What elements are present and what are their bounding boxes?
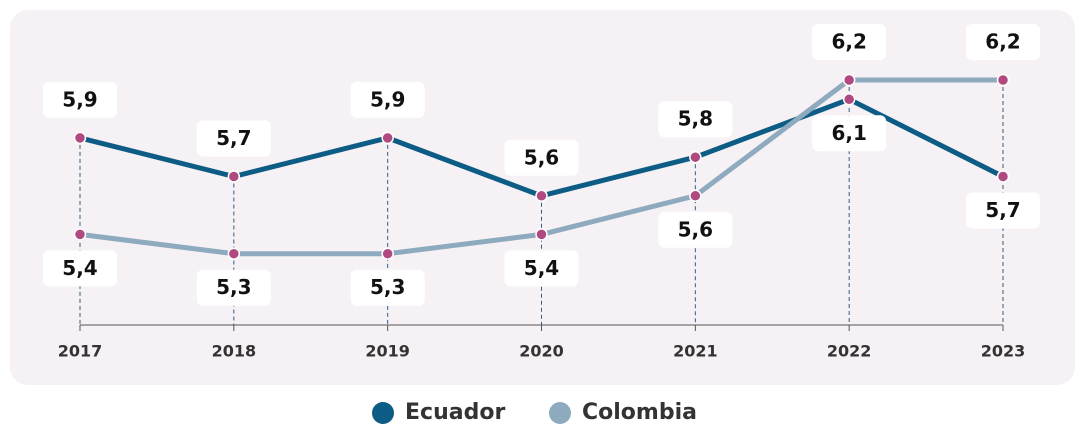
label-box — [658, 211, 733, 248]
label-box — [966, 24, 1040, 60]
data-label: 5,6 — [524, 145, 559, 169]
marker — [227, 247, 241, 260]
label-box — [658, 101, 733, 138]
marker — [381, 131, 394, 145]
data-label: 5,6 — [678, 217, 713, 241]
data-label: 5,7 — [985, 198, 1020, 222]
x-tick-label: 2021 — [673, 342, 718, 361]
legend-label: Colombia — [582, 400, 697, 425]
data-label: 5,4 — [524, 256, 559, 280]
label-box — [504, 139, 579, 176]
x-tick-label: 2018 — [212, 342, 257, 361]
marker — [535, 228, 548, 241]
data-label: 6,2 — [831, 30, 866, 54]
label-box — [196, 120, 271, 157]
marker — [73, 131, 87, 145]
data-label: 5,3 — [216, 275, 251, 299]
label-box — [43, 250, 117, 287]
marker — [996, 73, 1010, 87]
x-tick-label: 2020 — [519, 342, 564, 361]
marker — [381, 247, 394, 260]
marker — [996, 170, 1010, 183]
data-label: 5,9 — [62, 87, 97, 111]
x-tick-label: 2023 — [981, 342, 1026, 361]
marker — [842, 93, 856, 106]
legend-swatch — [549, 402, 571, 424]
label-box — [812, 115, 887, 152]
marker — [535, 189, 548, 203]
label-box — [350, 269, 425, 306]
label-box — [196, 269, 271, 306]
label-box — [504, 250, 579, 287]
x-tick-label: 2019 — [365, 342, 410, 361]
legend-label: Ecuador — [405, 400, 505, 425]
x-tick-label: 2017 — [58, 342, 103, 361]
label-box — [812, 24, 887, 60]
data-label: 5,3 — [370, 275, 405, 299]
marker — [73, 228, 87, 241]
label-box — [350, 81, 425, 118]
marker — [842, 73, 856, 87]
data-label: 5,7 — [216, 126, 251, 150]
legend-swatch — [372, 402, 394, 424]
data-label: 5,4 — [62, 256, 97, 280]
x-tick-label: 2022 — [827, 342, 872, 361]
marker — [689, 189, 702, 203]
label-box — [43, 81, 117, 118]
marker — [689, 150, 702, 164]
data-label: 6,1 — [831, 121, 866, 145]
data-label: 5,8 — [678, 107, 713, 131]
marker — [227, 170, 241, 183]
label-box — [966, 192, 1040, 229]
data-label: 6,2 — [985, 30, 1020, 54]
data-label: 5,9 — [370, 87, 405, 111]
